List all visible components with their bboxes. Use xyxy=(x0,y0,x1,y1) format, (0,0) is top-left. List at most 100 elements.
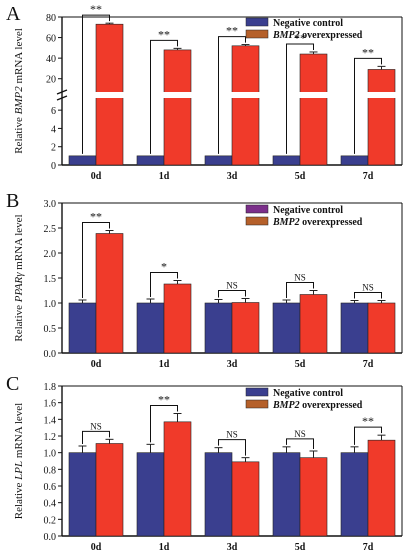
significance-label: NS xyxy=(226,430,238,440)
axis-break-mark xyxy=(56,89,68,95)
significance-label: ** xyxy=(158,27,170,41)
significance-bracket xyxy=(82,430,110,444)
y-tick-label: 1.4 xyxy=(44,415,57,426)
bar-break-gap xyxy=(231,92,260,98)
y-tick-label: 1.2 xyxy=(44,432,57,443)
legend-label-negative-control: Negative control xyxy=(273,205,343,216)
x-tick-label: 1d xyxy=(159,171,170,182)
panel-c: C 0.0 0.2 0.4 0.6 0.8 1.0 1.2 1.4 1.6 1.8 Relative … xyxy=(6,373,403,550)
y-tick-label: 0.0 xyxy=(44,532,57,543)
x-tick-label: 7d xyxy=(363,171,374,182)
legend-swatch-negative-control xyxy=(245,387,269,397)
x-tick-label: 3d xyxy=(227,171,238,182)
bar-bmp2-overexpressed xyxy=(231,45,260,166)
legend-label-gene: BMP2 xyxy=(272,400,300,411)
significance-bracket xyxy=(218,36,246,154)
legend-label-suffix: overexpressed xyxy=(300,217,363,228)
x-tick-label: 0d xyxy=(91,542,102,550)
x-tick-label: 7d xyxy=(363,359,374,370)
y-axis-label: Relative BMP2 mRNA level xyxy=(13,28,25,154)
x-tick-label: 5d xyxy=(295,542,306,550)
significance-bracket xyxy=(354,292,382,299)
bar-bmp2-overexpressed xyxy=(299,294,328,354)
significance-label: NS xyxy=(294,273,306,283)
panel-a: A 0 2 4 6 20 40 60 80 Relative BMP2 mRNA level ** 0… xyxy=(6,2,403,182)
y-tick-label: 0.8 xyxy=(44,465,57,476)
y-tick-label: 1.0 xyxy=(44,449,57,460)
bar-bmp2-overexpressed xyxy=(95,233,124,354)
y-tick-label: 40 xyxy=(46,54,56,65)
significance-bracket xyxy=(354,426,382,445)
significance-bracket xyxy=(218,439,246,456)
legend-label-bmp2-overexpressed: BMP2 overexpressed xyxy=(272,217,363,228)
bar-bmp2-overexpressed xyxy=(299,53,328,166)
significance-label: NS xyxy=(362,283,374,293)
legend-label-negative-control: Negative control xyxy=(273,388,343,399)
x-tick-label: 5d xyxy=(295,171,306,182)
legend-label-gene: BMP2 xyxy=(272,217,300,228)
y-axis-label-suffix: mRNA level xyxy=(13,28,25,86)
bar-bmp2-overexpressed xyxy=(163,283,192,354)
bar-negative-control xyxy=(272,302,301,354)
bar-negative-control xyxy=(136,302,165,354)
bar-bmp2-overexpressed xyxy=(231,461,260,537)
y-tick-label: 0.2 xyxy=(44,515,57,526)
significance-label: ** xyxy=(90,2,102,16)
bar-bmp2-overexpressed xyxy=(163,49,192,166)
y-tick-label: 0.0 xyxy=(44,349,57,360)
y-axis-label-gene: PPARγ xyxy=(13,272,25,303)
panel-label: A xyxy=(6,3,21,25)
y-tick-label: 0 xyxy=(51,161,56,172)
x-tick-label: 5d xyxy=(295,359,306,370)
bar-bmp2-overexpressed xyxy=(367,302,396,354)
y-axis-label: Relative LPL mRNA level xyxy=(13,403,25,519)
significance-label: ** xyxy=(362,414,374,428)
y-axis-label-prefix: Relative xyxy=(13,114,25,153)
y-tick-label: 6 xyxy=(51,106,56,117)
bar-negative-control xyxy=(272,155,301,166)
y-tick-label: 2.5 xyxy=(44,224,57,235)
bar-negative-control xyxy=(204,452,233,537)
bar-negative-control xyxy=(340,302,369,354)
significance-label: NS xyxy=(90,421,102,431)
legend-label-gene: BMP2 xyxy=(272,30,300,41)
significance-bracket xyxy=(286,438,314,449)
bar-bmp2-overexpressed xyxy=(163,421,192,537)
bar-break-gap xyxy=(367,92,396,98)
y-tick-label: 1.5 xyxy=(44,274,57,285)
significance-bracket xyxy=(286,282,314,298)
bar-bmp2-overexpressed xyxy=(231,302,260,354)
panel-b: B 0.0 0.5 1.0 1.5 2.0 2.5 3.0 Relative PPARγ mRN… xyxy=(6,190,403,370)
significance-bracket xyxy=(82,14,110,154)
x-tick-label: 1d xyxy=(159,359,170,370)
y-tick-label: 0.6 xyxy=(44,482,57,493)
bar-negative-control xyxy=(272,452,301,537)
bar-bmp2-overexpressed xyxy=(367,439,396,537)
bar-negative-control xyxy=(340,452,369,537)
bar-negative-control xyxy=(136,452,165,537)
y-axis-label-gene: LPL xyxy=(13,461,25,481)
significance-label: NS xyxy=(226,281,238,291)
significance-bracket xyxy=(150,39,178,154)
bar-negative-control xyxy=(68,155,97,166)
significance-label: NS xyxy=(294,429,306,439)
legend-swatch-bmp2-overexpressed xyxy=(245,216,269,226)
y-tick-label: 0.5 xyxy=(44,324,57,335)
significance-label: ** xyxy=(90,210,102,224)
legend-swatch-bmp2-overexpressed xyxy=(245,29,269,39)
y-tick-label: 0.4 xyxy=(44,499,57,510)
bar-break-gap xyxy=(163,92,192,98)
y-tick-label: 2.0 xyxy=(44,249,57,260)
y-axis-label: Relative PPARγ mRNA level xyxy=(13,214,25,341)
bar-break-gap xyxy=(299,92,328,98)
x-tick-label: 0d xyxy=(91,171,102,182)
axis-break-mark xyxy=(56,95,68,101)
significance-label: * xyxy=(161,260,167,274)
legend-swatch-bmp2-overexpressed xyxy=(245,399,269,409)
significance-bracket xyxy=(354,57,382,154)
bar-bmp2-overexpressed xyxy=(367,69,396,166)
bar-break-gap xyxy=(95,92,124,98)
bar-negative-control xyxy=(136,155,165,166)
significance-bracket xyxy=(218,290,246,298)
y-tick-label: 2 xyxy=(51,143,56,154)
